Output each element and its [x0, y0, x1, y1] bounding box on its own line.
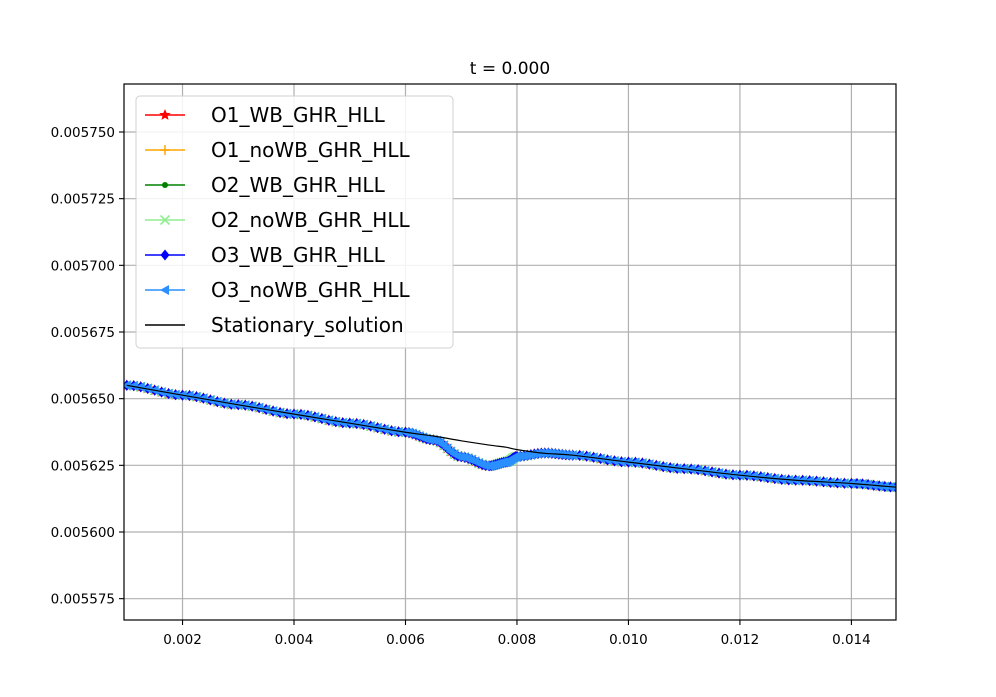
data-point	[609, 456, 619, 467]
data-point	[302, 410, 312, 421]
y-tick-label: 0.005575	[51, 592, 115, 608]
data-point	[330, 416, 340, 427]
data-point	[282, 408, 292, 419]
legend-entry: O3_noWB_GHR_HLL	[145, 278, 410, 302]
data-point	[156, 387, 166, 398]
legend-marker	[159, 109, 171, 120]
data-point	[351, 418, 361, 429]
legend-label: O2_WB_GHR_HLL	[211, 173, 386, 197]
legend-entry: O1_noWB_GHR_HLL	[145, 138, 410, 162]
series-Stationary_solution	[126, 384, 896, 488]
x-tick-label: 0.006	[386, 632, 425, 648]
legend-marker	[160, 249, 170, 261]
data-point	[184, 390, 194, 401]
legend-entry: O2_noWB_GHR_HLL	[145, 208, 410, 232]
data-point	[522, 450, 532, 461]
data-point	[240, 400, 250, 411]
data-point	[386, 425, 396, 436]
legend-marker	[159, 214, 171, 226]
legend-marker	[160, 285, 169, 295]
legend-box	[135, 95, 454, 349]
data-point	[268, 406, 278, 417]
data-point	[170, 389, 180, 400]
data-point	[616, 456, 626, 467]
data-point	[275, 407, 285, 418]
plot-frame	[123, 83, 897, 621]
legend-label: O3_noWB_GHR_HLL	[211, 278, 410, 302]
data-point	[358, 419, 368, 430]
legend-label: O3_WB_GHR_HLL	[211, 243, 386, 267]
data-point	[672, 463, 682, 474]
y-tick-label: 0.005650	[51, 392, 115, 408]
data-point	[212, 396, 222, 407]
y-tick-label: 0.005750	[51, 125, 115, 141]
chart-title: t = 0.000	[470, 59, 550, 79]
legend-entry: O3_WB_GHR_HLL	[145, 243, 386, 267]
x-tick-label: 0.010	[609, 632, 648, 648]
legend-marker	[162, 182, 168, 188]
y-axis: 0.005575 0.005600 0.005625 0.005650 0.005675…	[51, 125, 124, 608]
y-tick-label: 0.005725	[51, 192, 115, 208]
legend-label: Stationary_solution	[211, 313, 404, 337]
data-point	[226, 399, 236, 410]
legend-label: O2_noWB_GHR_HLL	[211, 208, 410, 232]
y-tick-label: 0.005600	[51, 525, 115, 541]
data-point	[191, 391, 201, 402]
legend-entry: O1_WB_GHR_HLL	[145, 103, 386, 127]
legend: O1_WB_GHR_HLL O1_noWB_GHR_HLL O2_WB_GHR_HL…	[135, 95, 454, 349]
y-tick-label: 0.005700	[51, 258, 115, 274]
x-tick-label: 0.008	[498, 632, 537, 648]
legend-label: O1_noWB_GHR_HLL	[211, 138, 410, 162]
series-line	[126, 384, 896, 488]
legend-entry: O2_WB_GHR_HLL	[145, 173, 386, 197]
data-point	[219, 398, 229, 409]
x-axis: 0.002 0.004 0.006 0.008 0.010 0.012 0.014	[163, 620, 871, 648]
data-point	[393, 426, 403, 437]
legend-marker	[160, 145, 170, 155]
x-tick-label: 0.004	[275, 632, 314, 648]
data-point	[295, 409, 305, 420]
x-tick-label: 0.012	[721, 632, 760, 648]
legend-entry: Stationary_solution	[145, 313, 404, 337]
legend-label: O1_WB_GHR_HLL	[211, 103, 386, 127]
y-tick-label: 0.005625	[51, 458, 115, 474]
x-tick-label: 0.014	[832, 632, 871, 648]
x-tick-label: 0.002	[163, 632, 202, 648]
y-tick-label: 0.005675	[51, 325, 115, 341]
data-point	[247, 401, 257, 412]
series-clip-group	[124, 379, 896, 493]
data-point	[337, 417, 347, 428]
data-point	[135, 381, 145, 392]
data-point	[665, 462, 675, 473]
series-layer	[124, 379, 896, 493]
data-point	[128, 380, 138, 391]
data-point	[163, 388, 173, 399]
